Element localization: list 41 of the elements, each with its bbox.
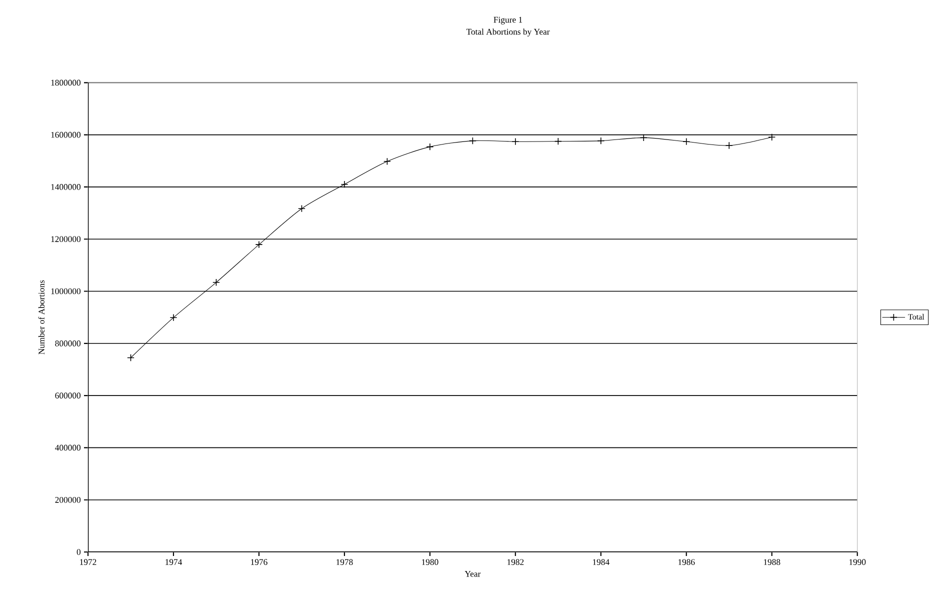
point <box>512 138 520 146</box>
chart-title: Figure 1 <box>494 16 522 24</box>
point <box>298 204 306 212</box>
y-tick-label: 0 <box>76 549 81 555</box>
point <box>383 158 391 166</box>
point <box>554 138 562 146</box>
y-tick-label: 1200000 <box>51 236 81 242</box>
x-axis-title: Year <box>464 571 481 577</box>
point <box>768 133 776 141</box>
x-tick-label: 1972 <box>80 559 96 565</box>
x-tick-label: 1986 <box>678 559 695 565</box>
point <box>426 143 434 151</box>
point <box>682 138 690 146</box>
y-tick-label: 1000000 <box>51 288 81 294</box>
point <box>212 278 220 286</box>
x-tick-label: 1988 <box>764 559 780 565</box>
y-tick-label: 600000 <box>55 392 81 398</box>
x-tick-label: 1982 <box>507 559 524 565</box>
point <box>340 180 348 188</box>
y-tick-label: 400000 <box>55 444 81 451</box>
x-tick-label: 1980 <box>422 559 438 565</box>
x-tick-label: 1976 <box>251 559 268 565</box>
y-tick-label: 1400000 <box>51 184 81 190</box>
y-tick-label: 800000 <box>55 340 81 346</box>
y-tick-label: 1600000 <box>51 132 81 138</box>
legend-label: Total <box>908 314 924 320</box>
point <box>597 137 605 145</box>
x-tick-label: 1978 <box>336 559 353 565</box>
point <box>170 314 178 322</box>
x-tick-label: 1984 <box>592 559 610 565</box>
point <box>468 137 476 145</box>
chart-subtitle: Total Abortions by Year <box>466 28 550 36</box>
x-tick-label: 1990 <box>849 559 866 565</box>
point <box>725 142 733 150</box>
x-tick-label: 1974 <box>166 559 182 565</box>
y-tick-label: 1800000 <box>51 80 81 86</box>
point <box>640 134 648 142</box>
point <box>127 354 134 362</box>
y-axis-title: Number of Abortions <box>38 280 44 354</box>
point <box>255 240 263 248</box>
y-tick-label: 200000 <box>55 496 81 503</box>
